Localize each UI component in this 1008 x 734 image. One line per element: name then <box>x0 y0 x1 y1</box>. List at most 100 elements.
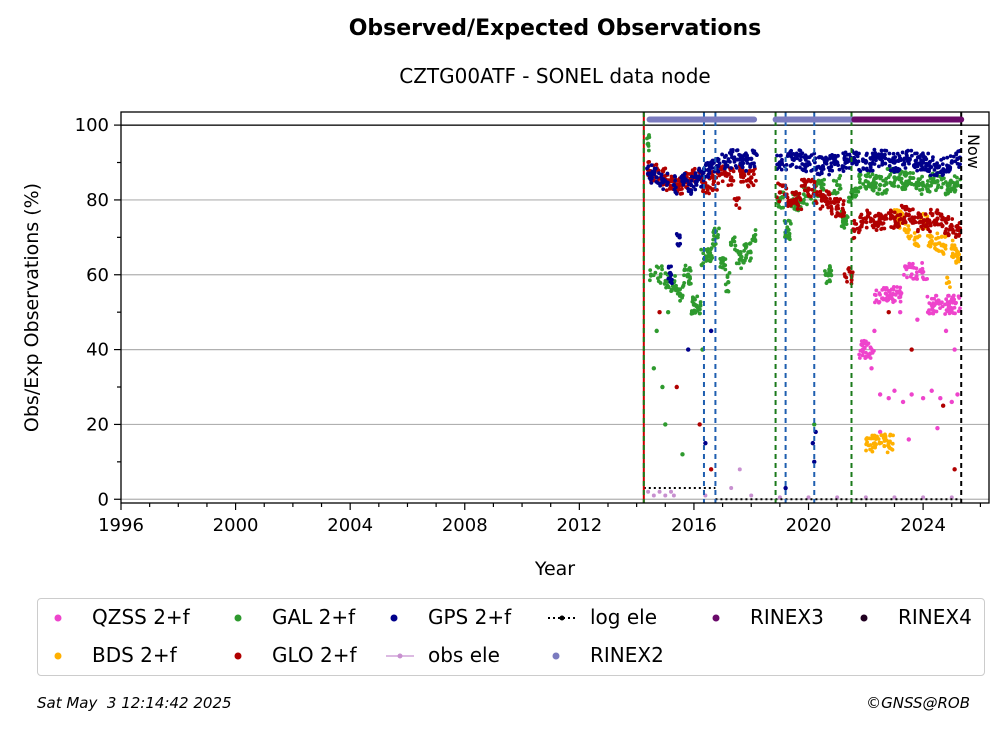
data-point <box>912 265 916 270</box>
data-point <box>648 268 653 273</box>
data-point <box>844 214 849 218</box>
data-point <box>779 167 784 172</box>
data-point <box>861 220 866 225</box>
data-point <box>920 396 926 401</box>
data-point <box>898 213 903 217</box>
data-point <box>917 156 922 160</box>
data-point <box>860 157 865 162</box>
data-point <box>836 163 841 168</box>
data-point <box>665 280 670 284</box>
data-point <box>837 183 842 188</box>
data-point <box>873 445 877 450</box>
obs-ele-point <box>749 493 754 498</box>
data-point <box>785 154 790 159</box>
data-point <box>905 230 910 235</box>
data-point <box>946 217 951 222</box>
data-point <box>808 179 813 184</box>
data-point <box>654 328 659 334</box>
data-point <box>688 182 693 186</box>
data-point <box>898 292 903 297</box>
data-point <box>919 192 924 196</box>
data-point <box>715 235 720 240</box>
data-point <box>691 184 696 189</box>
data-point <box>675 288 680 293</box>
data-point <box>862 345 867 350</box>
data-point <box>891 160 896 165</box>
data-point <box>879 227 884 232</box>
data-point <box>699 247 704 252</box>
data-point <box>654 162 659 167</box>
data-point <box>909 153 914 158</box>
data-point <box>864 225 869 230</box>
data-point <box>674 384 679 390</box>
data-point <box>888 295 892 299</box>
data-point <box>676 187 681 192</box>
data-point <box>852 229 857 234</box>
data-point <box>830 211 834 216</box>
data-point <box>934 309 939 314</box>
data-point <box>932 296 937 301</box>
data-point <box>887 151 892 156</box>
data-point <box>800 167 805 172</box>
data-point <box>836 206 841 211</box>
data-point <box>854 222 859 226</box>
data-point <box>717 161 722 166</box>
data-point <box>734 261 739 266</box>
data-point <box>860 353 865 358</box>
data-point <box>895 285 899 289</box>
data-point <box>839 224 844 229</box>
data-point <box>656 265 661 270</box>
legend-marker-icon <box>54 614 62 622</box>
data-point <box>943 328 949 334</box>
data-point <box>693 171 698 176</box>
data-point <box>939 212 944 217</box>
data-point <box>890 441 895 446</box>
data-point <box>788 150 793 154</box>
data-point <box>729 166 734 170</box>
data-point <box>660 384 665 390</box>
data-point <box>945 191 950 196</box>
data-point <box>887 164 892 168</box>
data-point <box>647 172 652 177</box>
y-tick-label: 80 <box>86 190 109 211</box>
data-point <box>739 172 743 177</box>
legend-marker-icon <box>234 614 242 622</box>
data-point <box>725 275 730 279</box>
data-point <box>781 205 785 210</box>
data-point <box>699 263 704 267</box>
data-point <box>870 217 874 222</box>
data-point <box>685 273 689 278</box>
data-point <box>939 169 944 174</box>
data-point <box>732 159 737 164</box>
data-point <box>810 187 815 192</box>
data-point <box>870 181 874 186</box>
y-tick-label: 60 <box>86 265 109 286</box>
data-point <box>678 298 682 303</box>
x-tick-label: 2000 <box>213 515 259 536</box>
data-point <box>935 185 940 190</box>
data-point <box>828 272 833 277</box>
data-point <box>906 224 911 228</box>
data-point <box>934 188 938 193</box>
data-point <box>876 164 881 169</box>
y-axis-label: Obs/Exp Observations (%) <box>21 183 43 432</box>
data-point <box>949 399 954 405</box>
obs-ele-point <box>729 486 734 491</box>
data-point <box>953 301 958 306</box>
data-point <box>929 183 933 188</box>
data-point <box>916 215 920 220</box>
data-point <box>944 297 949 302</box>
data-point <box>694 181 698 186</box>
data-point <box>868 345 873 350</box>
x-tick-label: 2004 <box>327 515 373 536</box>
data-point <box>824 161 829 166</box>
data-point <box>744 253 749 257</box>
data-point <box>880 191 884 196</box>
data-point <box>893 155 898 159</box>
data-point <box>930 307 934 312</box>
data-point <box>853 188 858 193</box>
x-axis-label: Year <box>534 558 575 580</box>
data-point <box>923 212 928 217</box>
data-point <box>840 166 845 170</box>
data-point <box>904 179 908 184</box>
